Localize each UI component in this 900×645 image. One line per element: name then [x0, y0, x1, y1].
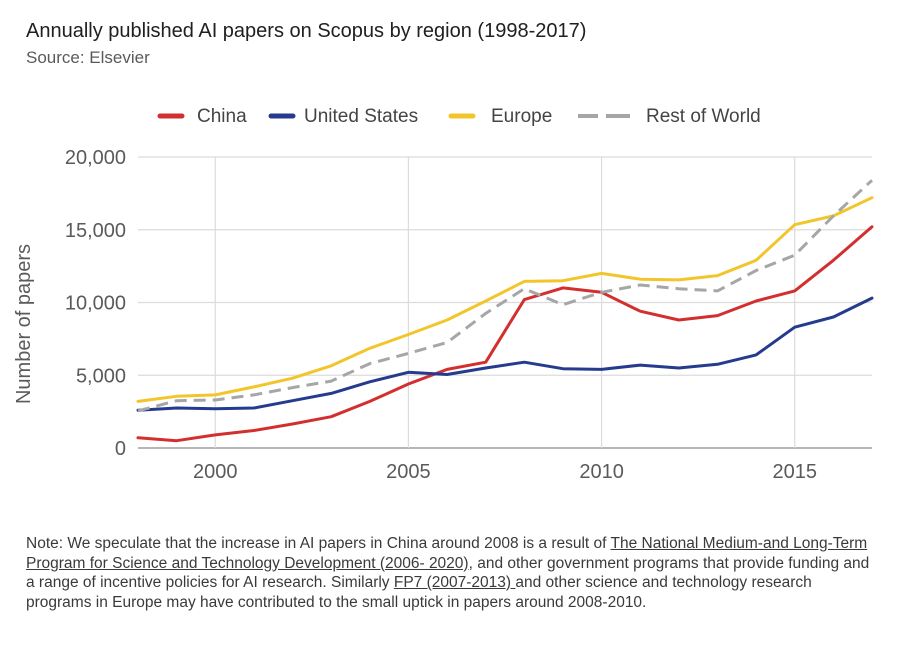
chart-subtitle: Source: Elsevier [26, 48, 150, 67]
x-tick-label: 2010 [579, 461, 624, 483]
legend-label: China [197, 106, 247, 127]
y-axis-tick-labels: 0 5,000 10,000 15,000 20,000 [65, 147, 126, 460]
x-tick-label: 2005 [386, 461, 431, 483]
note-suffix: and other science and technology researc… [26, 574, 812, 611]
x-tick-label: 2000 [193, 461, 238, 483]
legend-label: Europe [491, 106, 552, 127]
line-chart: China United States Europe Rest of World 0 5… [13, 106, 874, 483]
legend-item-europe: Europe [448, 106, 552, 127]
fp7-link[interactable]: FP7 (2007-2013) [393, 574, 516, 591]
legend-label: United States [304, 106, 418, 127]
y-axis-label: Number of papers [13, 244, 35, 404]
y-tick-label: 20,000 [65, 147, 126, 169]
x-axis-tick-labels: 2000 2005 2010 2015 [193, 461, 817, 483]
series-line-united-states [136, 296, 874, 412]
chart-title: Annually published AI papers on Scopus b… [26, 20, 587, 42]
y-tick-label: 10,000 [65, 293, 126, 315]
y-tick-label: 0 [115, 438, 126, 460]
y-tick-label: 15,000 [65, 220, 126, 242]
note-prefix: Note: We speculate that the increase in … [26, 535, 611, 552]
footnote: Note: We speculate that the increase in … [26, 534, 876, 612]
program-link[interactable]: The National Medium-and Long-Term Progra… [26, 535, 868, 572]
note-middle: , and other government programs that pro… [26, 554, 870, 592]
x-tick-label: 2015 [772, 461, 817, 483]
legend-item-china: China [157, 106, 247, 127]
y-tick-label: 5,000 [76, 365, 126, 387]
series-line-rest-of-world [137, 179, 874, 413]
series-lines [136, 179, 874, 443]
series-line-china [136, 225, 874, 443]
legend: China United States Europe Rest of World [157, 106, 761, 127]
series-line-europe [136, 196, 874, 403]
legend-item-united-states: United States [268, 106, 418, 127]
legend-label: Rest of World [646, 106, 761, 127]
legend-item-rest-of-world: Rest of World [578, 106, 761, 127]
